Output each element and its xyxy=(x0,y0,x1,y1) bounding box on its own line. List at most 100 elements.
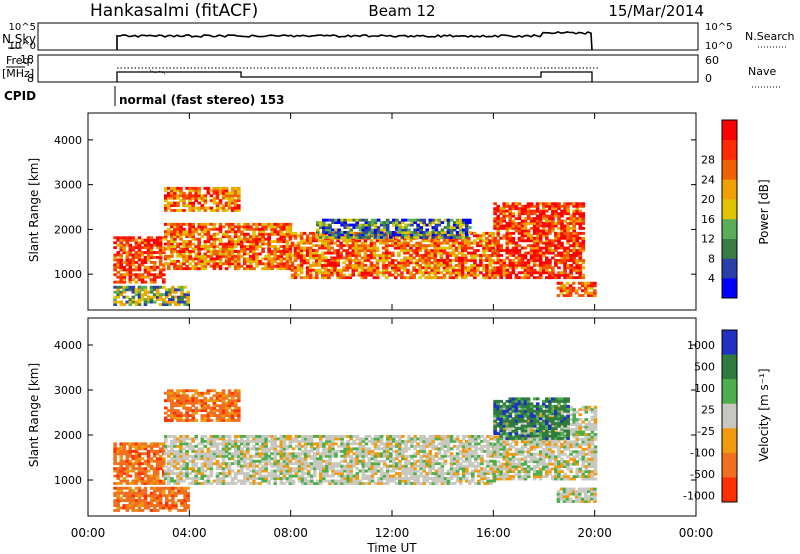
echo-cell xyxy=(128,248,133,252)
echo-cell xyxy=(569,236,573,240)
echo-cell xyxy=(171,300,175,304)
power-colorbar-ticks: 4 8 12 16 20 24 28 xyxy=(701,154,715,286)
echo-cell xyxy=(482,249,486,252)
echo-cell xyxy=(267,237,271,241)
freq-left-tick-bottom: 8 xyxy=(27,72,34,85)
echo-cell xyxy=(376,435,381,438)
echo-cell xyxy=(174,491,178,495)
echo-cell xyxy=(200,227,205,231)
echo-cell xyxy=(557,241,561,245)
echo-cell xyxy=(363,249,368,252)
echo-cell xyxy=(119,486,123,490)
echo-cell xyxy=(215,206,220,210)
echo-cell xyxy=(233,257,238,261)
echo-cell xyxy=(548,207,552,211)
echo-cell xyxy=(578,251,583,255)
echo-cell xyxy=(173,245,177,248)
echo-cell xyxy=(321,244,325,248)
echo-cell xyxy=(122,288,127,292)
echo-cell xyxy=(246,452,250,456)
echo-cell xyxy=(176,245,180,248)
echo-cell xyxy=(221,452,226,456)
echo-cell xyxy=(285,479,290,483)
echo-cell xyxy=(243,435,247,438)
echo-cell xyxy=(297,464,302,468)
echo-cell xyxy=(173,259,177,263)
echo-cell xyxy=(185,222,189,226)
power-cbar-tick-label: 12 xyxy=(701,233,715,246)
echo-cell xyxy=(473,231,477,235)
echo-cell xyxy=(499,268,503,272)
echo-cell xyxy=(545,236,549,240)
echo-cell xyxy=(165,496,169,500)
echo-cell xyxy=(505,231,510,235)
echo-cell xyxy=(191,447,195,451)
echo-cell xyxy=(240,442,244,446)
echo-cell xyxy=(316,482,320,485)
echo-cell xyxy=(174,295,178,299)
echo-cell xyxy=(249,474,253,478)
echo-cell xyxy=(203,444,208,448)
echo-cell xyxy=(255,469,259,473)
echo-cell xyxy=(131,285,136,289)
echo-cell xyxy=(387,263,392,267)
echo-cell xyxy=(496,271,500,275)
echo-cell xyxy=(346,226,350,229)
echo-cell xyxy=(375,268,380,272)
echo-cell xyxy=(457,241,462,245)
echo-cell xyxy=(514,207,519,211)
echo-cell xyxy=(258,482,262,485)
echo-cell xyxy=(403,249,407,252)
echo-cell xyxy=(186,504,190,507)
echo-cell xyxy=(563,224,567,228)
echo-cell xyxy=(191,467,195,471)
echo-cell xyxy=(419,221,423,224)
echo-cell xyxy=(140,444,145,448)
echo-cell xyxy=(143,459,148,463)
echo-cell xyxy=(176,264,180,268)
echo-cell xyxy=(445,251,450,255)
echo-cell xyxy=(467,244,471,248)
echo-cell xyxy=(445,263,450,267)
echo-cell xyxy=(173,462,177,466)
echo-cell xyxy=(218,240,223,244)
echo-cell xyxy=(590,281,594,285)
echo-cell xyxy=(476,266,480,270)
echo-cell xyxy=(548,226,552,230)
echo-cell xyxy=(200,457,205,461)
echo-cell xyxy=(538,217,543,220)
echo-cell xyxy=(194,186,198,190)
echo-cell xyxy=(171,288,175,292)
echo-cell xyxy=(155,290,160,294)
echo-cell xyxy=(361,459,366,463)
echo-cell xyxy=(554,276,558,280)
echo-cell xyxy=(209,444,214,448)
echo-cell xyxy=(565,281,570,285)
echo-cell xyxy=(125,462,130,466)
echo-cell xyxy=(116,469,120,473)
echo-cell xyxy=(282,457,287,461)
echo-cell xyxy=(535,246,540,250)
echo-cell xyxy=(282,464,287,468)
echo-cell xyxy=(180,486,184,490)
echo-cell xyxy=(119,293,123,297)
echo-cell xyxy=(140,501,145,505)
echo-cell xyxy=(404,235,408,239)
echo-cell xyxy=(165,300,169,304)
echo-cell xyxy=(215,477,220,480)
echo-cell xyxy=(496,222,500,225)
echo-cell xyxy=(448,251,453,255)
echo-cell xyxy=(318,263,322,267)
echo-cell xyxy=(523,222,528,225)
echo-cell xyxy=(212,242,217,246)
echo-cell xyxy=(209,406,214,410)
echo-cell xyxy=(324,263,328,267)
echo-cell xyxy=(158,258,163,262)
echo-cell xyxy=(560,214,564,218)
echo-cell xyxy=(252,237,256,241)
echo-cell xyxy=(116,509,120,512)
echo-cell xyxy=(149,449,154,453)
echo-cell xyxy=(424,244,428,248)
echo-cell xyxy=(433,244,438,248)
echo-cell xyxy=(261,442,265,446)
